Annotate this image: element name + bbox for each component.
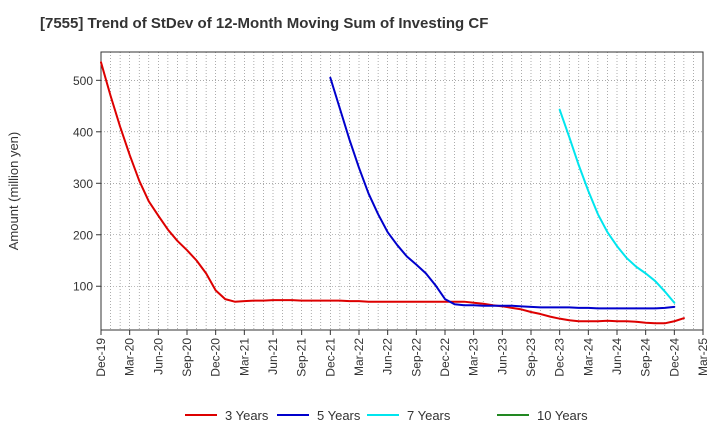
grid-lines — [100, 52, 704, 330]
y-tick-label: 400 — [73, 125, 93, 139]
x-tick-label: Dec-21 — [323, 338, 337, 377]
x-tick-label: Mar-21 — [237, 338, 251, 376]
legend-label: 3 Years — [225, 408, 269, 423]
x-tick-label: Dec-23 — [553, 338, 567, 377]
x-tick-label: Mar-20 — [123, 338, 137, 376]
x-tick-label: Jun-23 — [495, 338, 509, 375]
x-tick-label: Dec-19 — [94, 338, 108, 377]
x-tick-label: Dec-24 — [667, 338, 681, 377]
y-tick-label: 500 — [73, 74, 93, 88]
chart-title: [7555] Trend of StDev of 12-Month Moving… — [40, 15, 489, 32]
plot-area — [101, 52, 703, 330]
x-tick-label: Sep-20 — [180, 338, 194, 377]
legend-label: 5 Years — [317, 408, 361, 423]
y-axis-label: Amount (million yen) — [6, 132, 21, 251]
x-tick-label: Sep-22 — [409, 338, 423, 377]
plot-border — [100, 51, 704, 331]
y-tick-label: 300 — [73, 177, 93, 191]
x-tick-label: Mar-24 — [581, 338, 595, 376]
x-tick-label: Mar-25 — [696, 338, 710, 376]
x-tick-label: Mar-22 — [352, 338, 366, 376]
x-tick-label: Sep-24 — [639, 338, 653, 377]
legend: 3 Years 5 Years 7 Years 10 Years — [185, 408, 588, 423]
x-tick-label: Jun-24 — [610, 338, 624, 375]
y-tick-label: 200 — [73, 228, 93, 242]
x-tick-label: Jun-22 — [381, 338, 395, 375]
series-line — [558, 108, 676, 304]
x-tick-label: Dec-20 — [209, 338, 223, 377]
x-tick-label: Jun-20 — [151, 338, 165, 375]
legend-label: 10 Years — [537, 408, 588, 423]
x-tick-label: Sep-23 — [524, 338, 538, 377]
series-line — [100, 61, 685, 325]
y-tick-label: 100 — [73, 280, 93, 294]
x-tick-label: Jun-21 — [266, 338, 280, 375]
x-tick-label: Mar-23 — [467, 338, 481, 376]
x-tick-label: Dec-22 — [438, 338, 452, 377]
legend-label: 7 Years — [407, 408, 451, 423]
series-line — [329, 76, 676, 310]
x-tick-label: Sep-21 — [295, 338, 309, 377]
